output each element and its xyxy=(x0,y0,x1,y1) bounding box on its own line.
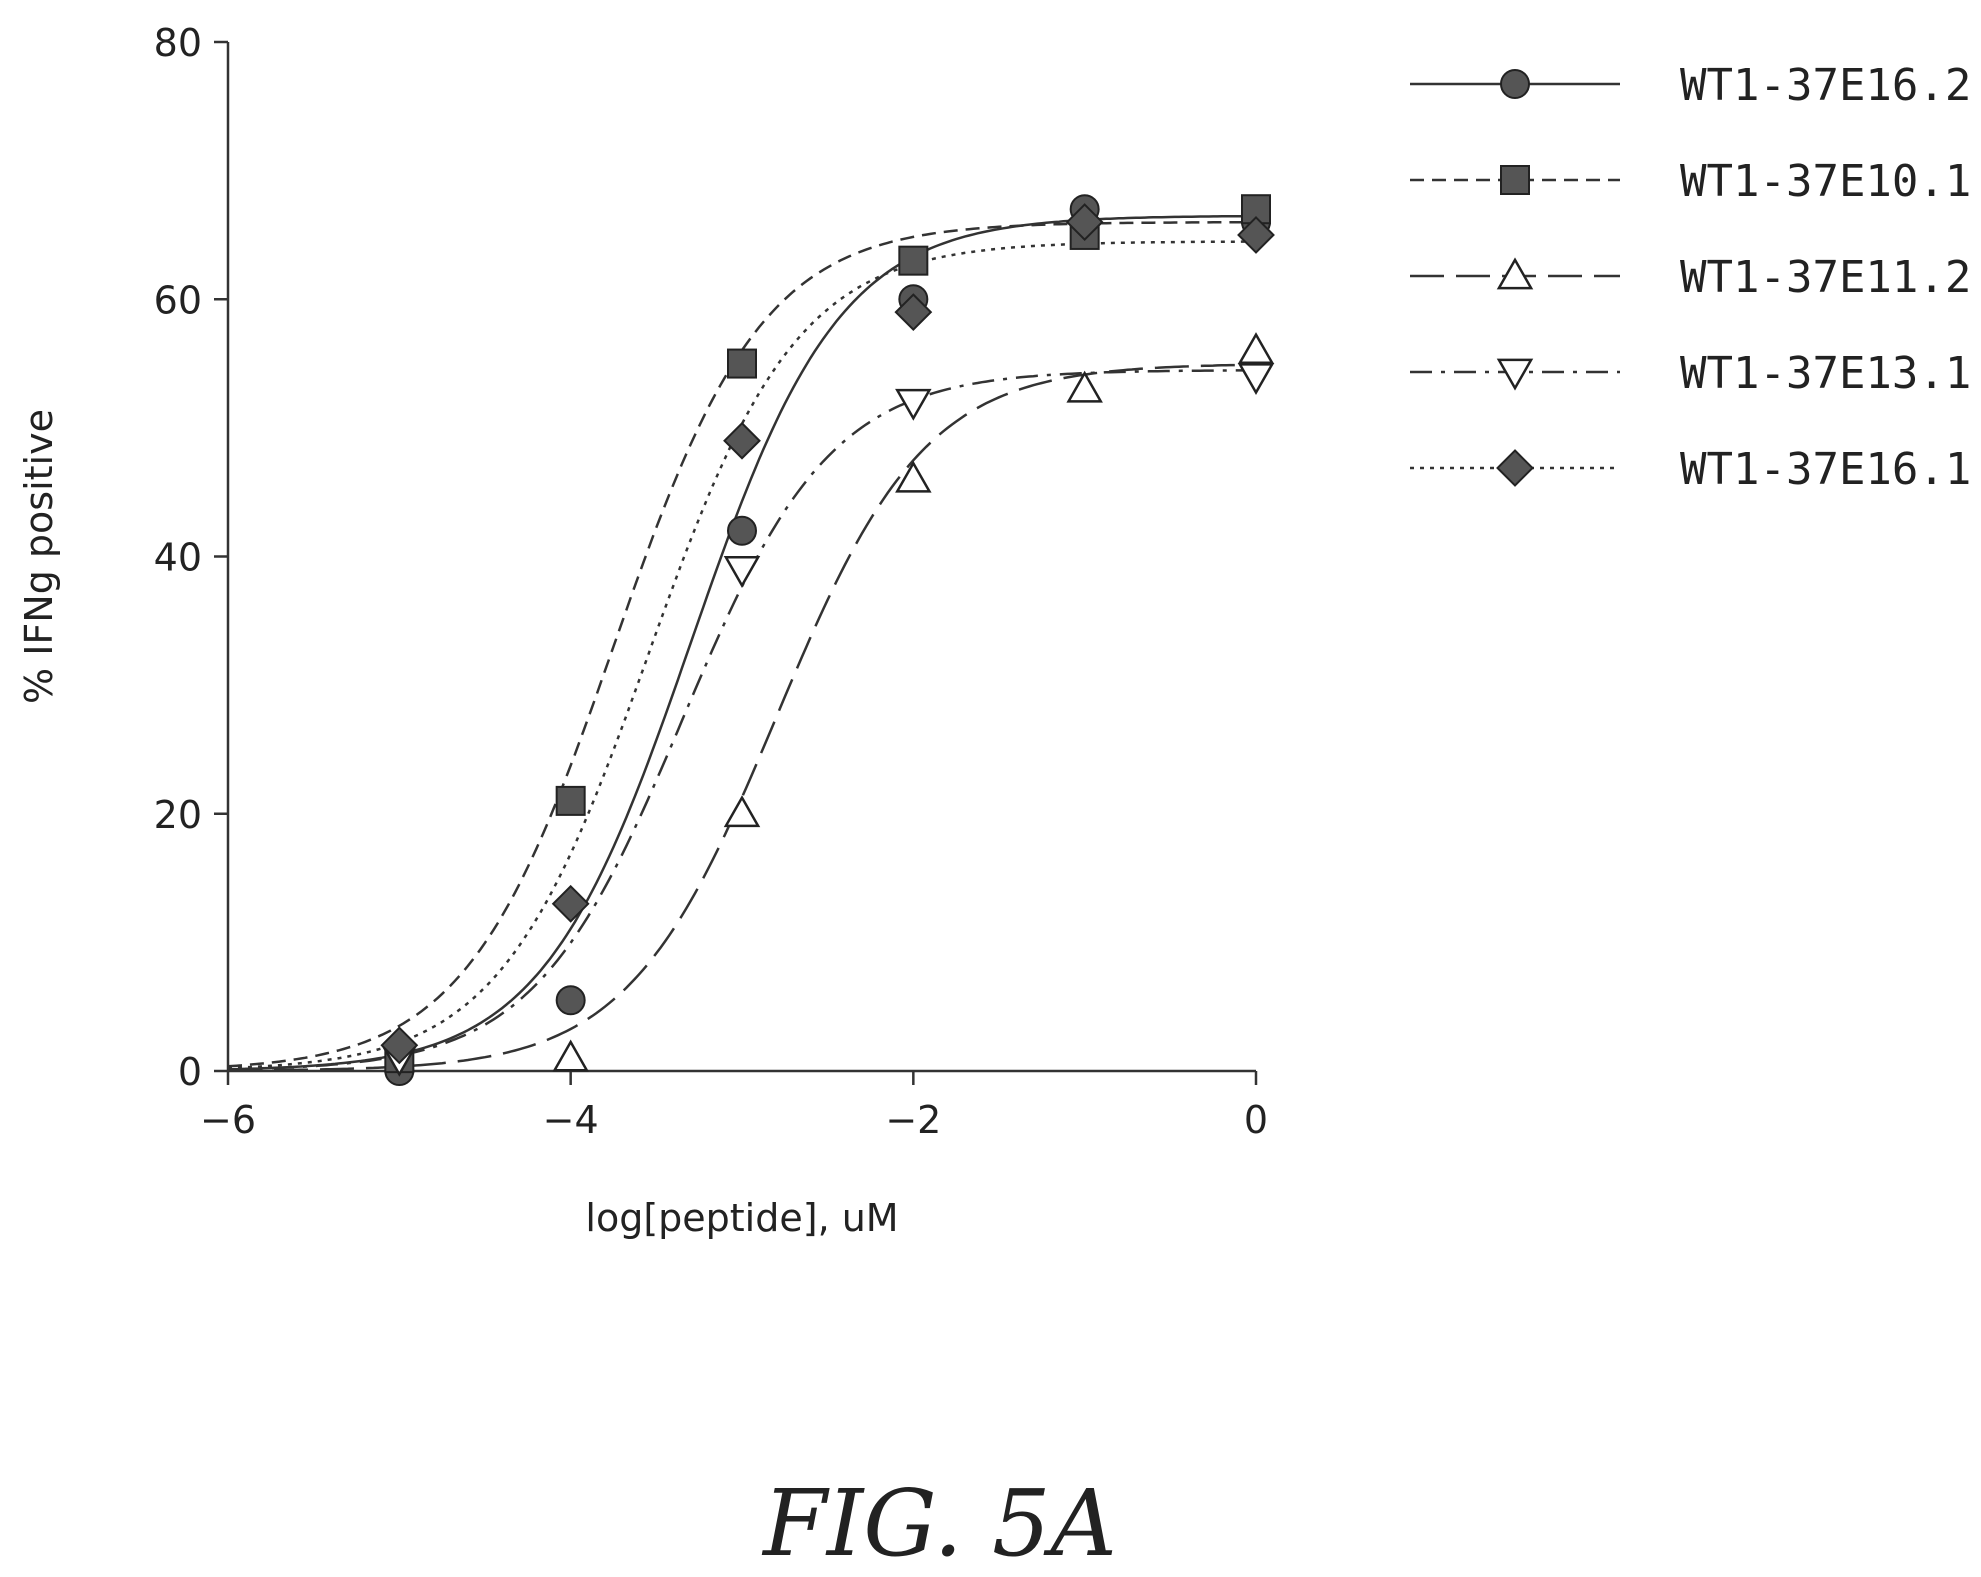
data-point xyxy=(551,884,590,923)
data-point xyxy=(723,795,761,828)
data-markers xyxy=(380,194,1275,1086)
data-point xyxy=(1237,332,1275,365)
data-point xyxy=(723,556,761,588)
fit-curve xyxy=(227,214,1256,1071)
legend-marker xyxy=(1500,69,1530,99)
data-point xyxy=(552,1039,589,1072)
legend-label: WT1-37E11.2 xyxy=(1680,252,1971,303)
x-tick-label: 0 xyxy=(1244,1098,1268,1142)
data-point xyxy=(555,985,586,1016)
data-point xyxy=(894,293,933,332)
legend-label: WT1-37E10.1 xyxy=(1680,156,1971,207)
legend: WT1-37E16.2 WT1-37E10.1 WT1-37E11.2 WT1-37E… xyxy=(1410,60,1971,495)
data-point xyxy=(895,388,932,421)
y-tick-label: 0 xyxy=(178,1050,202,1094)
data-point xyxy=(1237,216,1275,254)
x-tick-label: −6 xyxy=(200,1098,256,1142)
data-point xyxy=(727,515,757,546)
data-point xyxy=(898,245,929,276)
data-point xyxy=(555,785,586,816)
fit-curve xyxy=(227,363,1256,1072)
legend-item: WT1-37E10.1 xyxy=(1410,156,1971,207)
data-point xyxy=(380,1026,419,1065)
legend-item: WT1-37E13.1 xyxy=(1410,348,1971,399)
data-point xyxy=(895,460,932,493)
ticks: 0 20 40 60 80 −6 −4 −2 0 xyxy=(154,21,1268,1142)
legend-label: WT1-37E13.1 xyxy=(1680,348,1971,399)
figure-caption: FIG. 5A xyxy=(761,1470,1117,1577)
y-tick-label: 20 xyxy=(154,793,202,837)
data-point xyxy=(727,348,757,379)
x-axis-label: log[peptide], uM xyxy=(585,1196,898,1240)
y-tick-label: 40 xyxy=(154,536,202,580)
legend-marker xyxy=(1496,358,1534,391)
x-tick-label: −4 xyxy=(543,1098,599,1142)
legend-item: WT1-37E16.1 xyxy=(1410,444,1971,495)
legend-marker xyxy=(1500,165,1530,195)
legend-item: WT1-37E11.2 xyxy=(1410,252,1971,303)
data-point xyxy=(1237,363,1275,396)
y-tick-label: 80 xyxy=(154,21,202,65)
legend-marker xyxy=(1496,449,1534,487)
y-axis-label: % IFNg positive xyxy=(17,409,61,704)
y-tick-label: 60 xyxy=(154,278,202,322)
x-tick-label: −2 xyxy=(885,1098,941,1142)
legend-label: WT1-37E16.2 xyxy=(1680,60,1971,111)
fit-curve xyxy=(227,369,1256,1071)
data-point xyxy=(723,421,761,460)
fit-curves xyxy=(227,214,1256,1072)
legend-item: WT1-37E16.2 xyxy=(1410,60,1971,111)
legend-marker xyxy=(1496,257,1534,290)
data-point xyxy=(1065,203,1104,241)
legend-label: WT1-37E16.1 xyxy=(1680,444,1971,495)
data-point xyxy=(1066,370,1103,403)
